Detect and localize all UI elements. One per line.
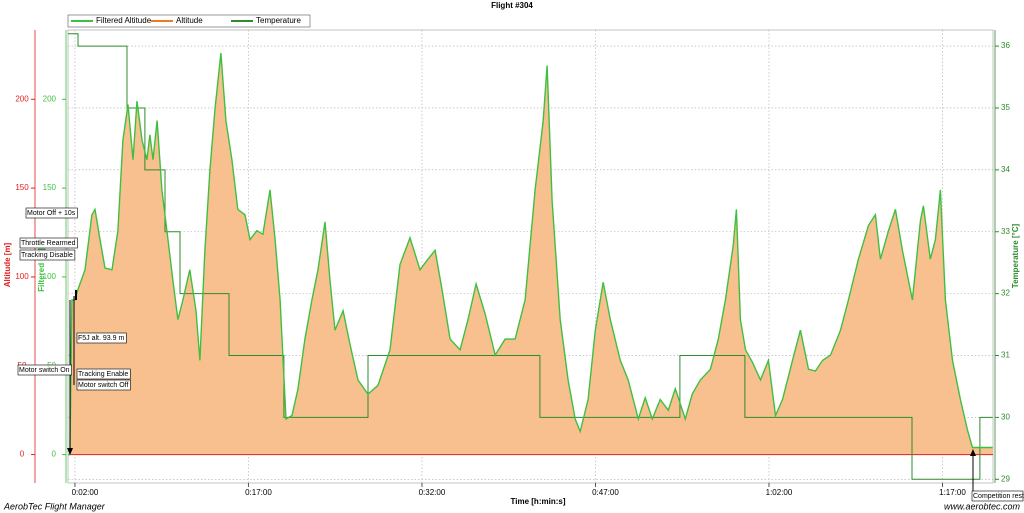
legend-label: Filtered Altitude: [96, 16, 152, 25]
annotation-box: [19, 249, 76, 261]
annotation-box: [19, 237, 78, 249]
x-tick-label: 1:17:00: [939, 488, 966, 497]
annotation-box: [971, 490, 1024, 502]
y-tick-label: 0: [20, 450, 25, 459]
annotation: Tracking Enable: [78, 371, 128, 378]
area: [68, 53, 993, 455]
footer-left: AerobTec Flight Manager: [3, 501, 106, 511]
annotation-box: [76, 379, 131, 391]
x-tick-label: 0:32:00: [419, 488, 446, 497]
y2-tick-label: 30: [1001, 413, 1010, 422]
chart-title: Flight #304: [491, 1, 533, 10]
marker-arrow: [970, 449, 976, 456]
marker-arrow: [67, 448, 73, 455]
footer-right: www.aerobtec.com: [944, 501, 1021, 511]
annotation: Throttle Rearmed: [21, 240, 76, 247]
annotation: Motor switch Off: [78, 382, 128, 389]
annotation: Motor Off + 10s: [27, 210, 76, 217]
y-tick-label-filtered: 200: [43, 94, 57, 103]
y-axis-title: Altitude [m]: [3, 242, 12, 287]
x-axis-title: Time [h:min:s]: [511, 497, 566, 506]
y2-tick-label: 29: [1001, 474, 1010, 483]
x-tick-label: 1:02:00: [766, 488, 793, 497]
legend-box: [67, 14, 311, 28]
plot: [68, 30, 993, 483]
y-tick-label-filtered: 100: [43, 272, 57, 281]
y-tick-label-filtered: 0: [52, 450, 57, 459]
annotation: Tracking Disable: [21, 252, 73, 259]
legend-label: Altitude: [176, 16, 203, 25]
y2-tick-label: 33: [1001, 227, 1010, 236]
x-tick-label: 0:47:00: [592, 488, 619, 497]
legend-label: Temperature: [256, 16, 301, 25]
y-tick-label: 100: [15, 272, 29, 281]
y2-tick-label: 36: [1001, 41, 1010, 50]
annotation: F5J alt. 93.9 m: [78, 335, 124, 342]
annotation-box: [25, 207, 78, 219]
y-tick-label: 150: [15, 183, 29, 192]
x-tick-label: 0:02:00: [72, 488, 99, 497]
annotations: [67, 290, 976, 492]
y-axis-title-filtered: Filtered [m]: [37, 248, 46, 292]
annotation-box: [17, 364, 72, 376]
y2-tick-label: 31: [1001, 351, 1010, 360]
y2-axis-title: Temperature [°C]: [1011, 223, 1020, 288]
x-tick-label: 0:17:00: [245, 488, 272, 497]
annotation: Competition rest: [973, 493, 1024, 500]
annotation-box: [76, 332, 127, 344]
y-tick-label: 200: [15, 94, 29, 103]
y2-tick-label: 35: [1001, 103, 1010, 112]
y2-tick-label: 32: [1001, 289, 1010, 298]
line: [68, 53, 993, 456]
y2-tick-label: 34: [1001, 165, 1010, 174]
annotation-box: [76, 368, 131, 380]
y-tick-label-filtered: 150: [43, 183, 57, 192]
annotation: Motor switch On: [19, 367, 70, 374]
